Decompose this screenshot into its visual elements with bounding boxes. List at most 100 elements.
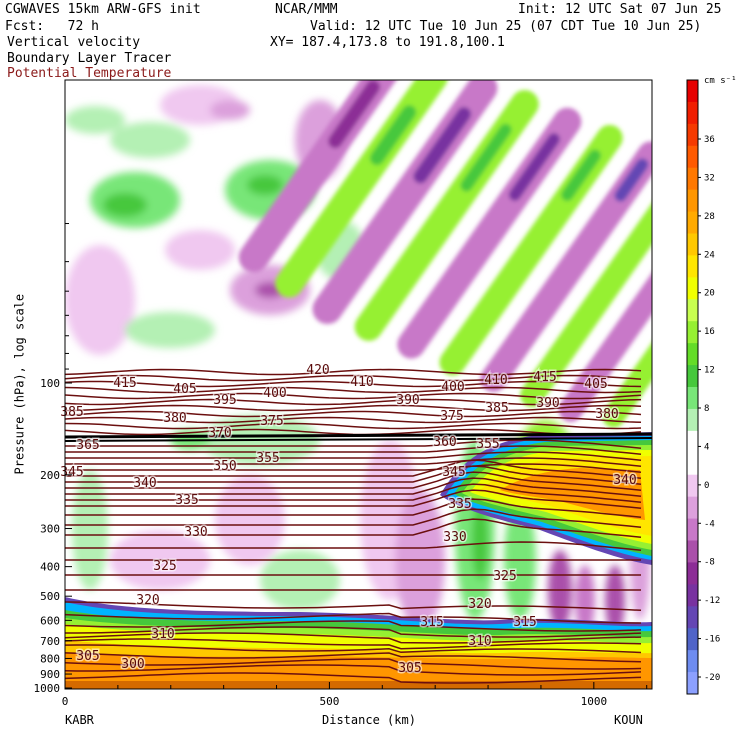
y-tick-label: 800 — [40, 652, 60, 665]
colorbar-swatch — [687, 452, 698, 476]
isentrope — [65, 457, 642, 467]
isentrope-label: 310 — [151, 627, 174, 642]
x-tick-label: 0 — [62, 695, 69, 708]
y-tick-label: 300 — [40, 523, 60, 536]
isentrope — [65, 380, 642, 388]
colorbar-label: 32 — [704, 173, 715, 183]
isentrope — [65, 644, 642, 654]
isentrope-label: 345 — [442, 465, 465, 480]
isentrope-label: 315 — [513, 615, 536, 630]
isentrope — [65, 672, 642, 684]
field-boundary-layer-tracer: Boundary Layer Tracer — [7, 51, 172, 66]
isentrope-label: 375 — [260, 414, 283, 429]
colorbar-label: 20 — [704, 289, 715, 299]
isentrope-label: 335 — [448, 497, 471, 512]
isentrope-label: 390 — [396, 393, 419, 408]
isentrope-label: 320 — [468, 597, 491, 612]
forecast-hour: Fcst: 72 h — [5, 19, 99, 34]
colorbar-swatch — [687, 562, 698, 585]
isentrope — [65, 601, 642, 612]
isentrope-labels: 415 405 400 395 385 380 375 370 365 420 410 390 400 4… — [59, 362, 638, 678]
isentrope-label: 325 — [493, 569, 516, 584]
colorbar-swatch — [687, 277, 698, 300]
init-time: Init: 12 UTC Sat 07 Jun 25 — [518, 2, 722, 17]
field-potential-temperature: Potential Temperature — [7, 66, 172, 81]
colorbar-label: 36 — [704, 135, 715, 145]
colorbar-swatch — [687, 299, 698, 322]
gravity-wave-bands — [238, 80, 652, 428]
colorbar-swatch — [687, 123, 698, 147]
colorbar-swatch — [687, 145, 698, 169]
y-tick-label: 600 — [40, 614, 60, 627]
isentrope — [65, 471, 642, 491]
isentrope-label: 300 — [121, 657, 144, 672]
isentrope-label: 355 — [256, 451, 279, 466]
colorbar-swatch — [687, 343, 698, 366]
isentrope — [65, 374, 642, 382]
field-vertical-velocity: Vertical velocity — [7, 35, 141, 50]
isentrope-label: 395 — [213, 393, 236, 408]
colorbar-swatch — [687, 474, 698, 498]
isentrope-label: 400 — [441, 380, 464, 395]
isentrope-label: 385 — [485, 401, 508, 416]
isentrope — [65, 398, 642, 406]
isentrope-label: 375 — [440, 409, 463, 424]
isentrope — [65, 392, 642, 400]
y-axis-label: Pressure (hPa), log scale — [12, 293, 27, 475]
isentrope — [65, 652, 642, 663]
isentrope — [65, 508, 642, 528]
colorbar-swatch — [687, 321, 698, 344]
isentrope — [65, 518, 642, 538]
isentrope-label: 330 — [184, 525, 207, 540]
isentrope-label: 365 — [76, 438, 99, 453]
isentrope-label: 345 — [60, 465, 83, 480]
isentrope-label: 325 — [153, 559, 176, 574]
org-label: NCAR/MMM — [275, 2, 338, 17]
isentrope — [65, 664, 642, 676]
y-tick-label: 900 — [40, 668, 60, 681]
left-station-label: KABR — [65, 713, 94, 727]
isentrope — [65, 477, 642, 497]
colorbar-swatch — [687, 80, 698, 103]
colorbar-swatch — [687, 167, 698, 191]
colorbar-swatch — [687, 606, 698, 629]
colorbar-swatch — [687, 430, 698, 454]
isentrope-label: 315 — [420, 615, 443, 630]
isentrope — [65, 416, 642, 424]
colorbar-label: 28 — [704, 212, 715, 222]
colorbar-swatch — [687, 233, 698, 256]
xy-cross-section: XY= 187.4,173.8 to 191.8,100.1 — [270, 35, 505, 50]
isentrope — [65, 465, 642, 485]
isentrope-label: 380 — [163, 411, 186, 426]
colorbar-swatch — [687, 628, 698, 651]
tropopause-line — [65, 432, 652, 439]
y-tick-label: 100 — [40, 377, 60, 390]
model-title: CGWAVES 15km ARW-GFS init — [5, 2, 201, 17]
isentrope — [65, 422, 642, 430]
isentrope-label: 360 — [433, 435, 456, 450]
isentrope — [65, 463, 642, 473]
y-tick-label: 400 — [40, 561, 60, 574]
isentrope — [65, 620, 642, 632]
isentrope-label: 380 — [595, 407, 618, 422]
colorbar-swatch — [687, 101, 698, 125]
y-tick-label: 700 — [40, 635, 60, 648]
isentrope-label: 340 — [133, 476, 156, 491]
isentrope — [65, 445, 642, 455]
colorbar-label: -4 — [704, 519, 715, 529]
isentrope-label: 385 — [60, 405, 83, 420]
valid-time: Valid: 12 UTC Tue 10 Jun 25 (07 CDT Tue … — [310, 19, 702, 34]
colorbar-swatch — [687, 255, 698, 278]
colorbar-label: 12 — [704, 366, 715, 376]
colorbar-swatch — [687, 672, 698, 695]
isentrope — [65, 541, 642, 551]
colorbar-swatch — [687, 189, 698, 213]
isentrope-label: 415 — [113, 376, 136, 391]
isentrope-label: 355 — [476, 437, 499, 452]
isentrope-label: 390 — [536, 396, 559, 411]
isentrope — [65, 626, 642, 638]
colorbar-label: 24 — [704, 250, 715, 260]
isentrope-label: 415 — [533, 370, 556, 385]
